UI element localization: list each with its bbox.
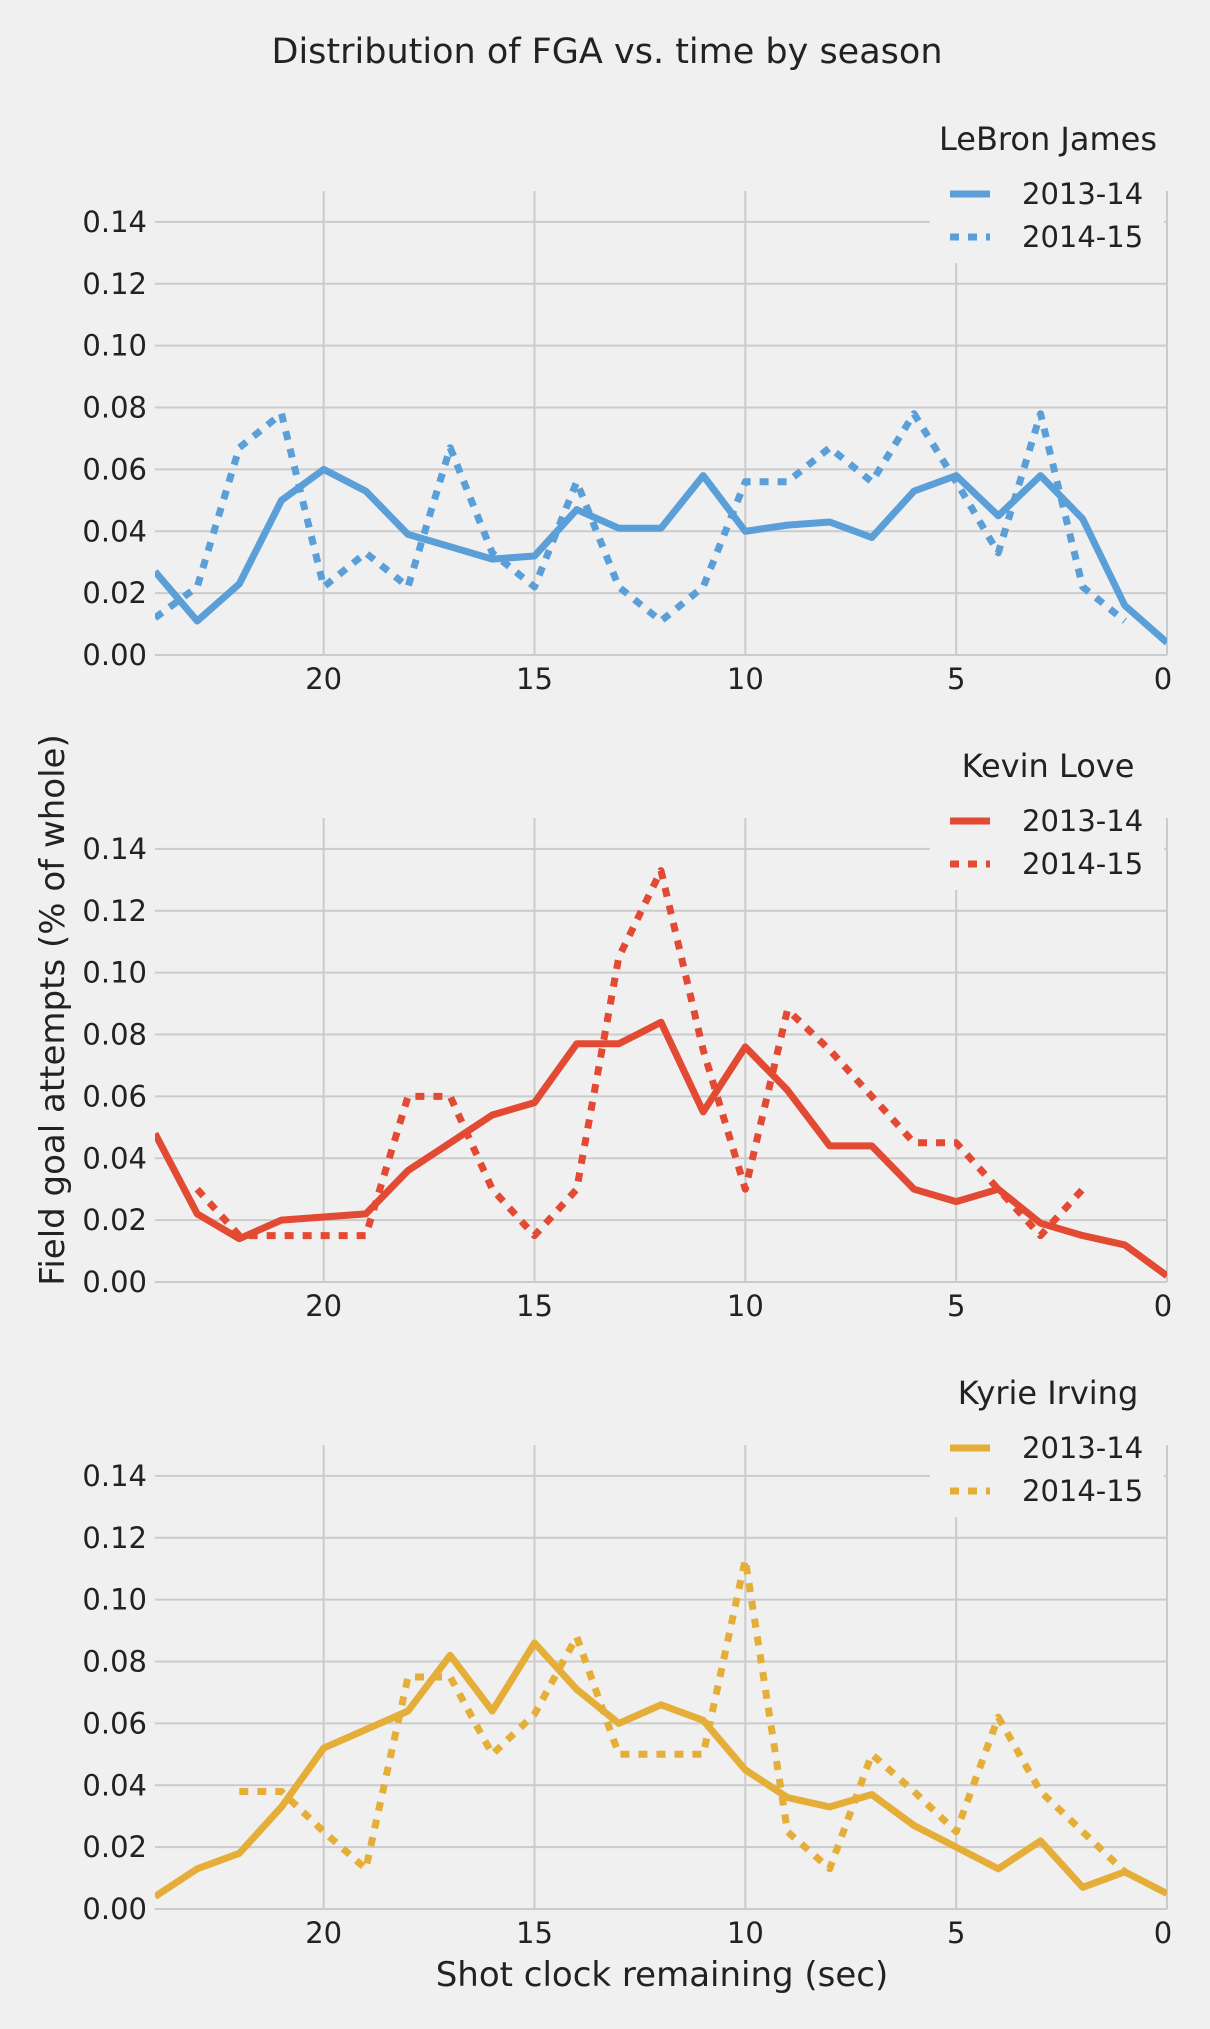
y-tick-label: 0.10	[82, 956, 147, 990]
x-tick-label: 15	[516, 1289, 553, 1323]
legend-background	[930, 1419, 1164, 1517]
y-axis-label: Field goal attempts (% of whole)	[33, 734, 73, 1285]
figure-title: Distribution of FGA vs. time by season	[272, 32, 943, 72]
y-tick-label: 0.00	[82, 1892, 147, 1926]
y-tick-label: 0.00	[82, 638, 147, 672]
series-line-2013-14	[155, 1639, 1167, 1900]
x-axis-label: Shot clock remaining (sec)	[436, 1955, 889, 1995]
y-tick-label: 0.06	[82, 452, 147, 486]
y-tick-label: 0.04	[82, 1141, 147, 1175]
legend-background	[930, 165, 1164, 263]
panel-title: LeBron James	[939, 120, 1157, 158]
x-tick-label: 15	[516, 1916, 553, 1950]
y-tick-label: 0.14	[82, 205, 147, 239]
x-tick-label: 20	[305, 1289, 342, 1323]
x-tick-label: 20	[305, 1916, 342, 1950]
legend: 2013-14 2014-15	[930, 165, 1164, 263]
x-tick-label: 10	[727, 1916, 764, 1950]
y-tick-label: 0.10	[82, 1583, 147, 1617]
y-tick-label: 0.02	[82, 576, 147, 610]
legend-label: 2014-15	[1022, 847, 1143, 881]
legend-label: 2014-15	[1022, 1474, 1143, 1508]
y-tick-label: 0.06	[82, 1706, 147, 1740]
y-tick-label: 0.02	[82, 1830, 147, 1864]
x-tick-label: 5	[947, 662, 965, 696]
x-tick-label: 10	[727, 1289, 764, 1323]
panel-title: Kyrie Irving	[958, 1374, 1139, 1412]
y-tick-label: 0.04	[82, 514, 147, 548]
y-tick-label: 0.08	[82, 391, 147, 425]
legend: 2013-14 2014-15	[930, 792, 1164, 890]
series-line-2014-15	[155, 410, 1128, 625]
legend: 2013-14 2014-15	[930, 1419, 1164, 1517]
series-line-2014-15	[239, 1556, 1128, 1875]
y-tick-label: 0.06	[82, 1079, 147, 1113]
y-tick-label: 0.08	[82, 1018, 147, 1052]
y-tick-label: 0.08	[82, 1645, 147, 1679]
legend-label: 2013-14	[1022, 1431, 1143, 1465]
legend-label: 2013-14	[1022, 804, 1143, 838]
y-tick-label: 0.10	[82, 329, 147, 363]
chart-panel-3: 0.00 0.02 0.04 0.06 0.08 0.10 0.12 0.14 20 15 10 5 0…	[82, 1374, 1172, 1950]
series-line-2013-14	[155, 465, 1167, 646]
legend-label: 2013-14	[1022, 177, 1143, 211]
y-tick-label: 0.12	[82, 1521, 147, 1555]
x-tick-label: 0	[1154, 1916, 1172, 1950]
y-tick-label: 0.12	[82, 267, 147, 301]
x-tick-label: 0	[1154, 1289, 1172, 1323]
y-tick-label: 0.12	[82, 894, 147, 928]
y-tick-label: 0.14	[82, 832, 147, 866]
chart-panels: 0.00 0.02 0.04 0.06 0.08 0.10 0.12 0.14 20 15 10 5 0…	[82, 120, 1172, 1950]
y-tick-label: 0.04	[82, 1768, 147, 1802]
y-tick-label: 0.14	[82, 1459, 147, 1493]
x-tick-label: 15	[516, 662, 553, 696]
chart-panel-2: 0.00 0.02 0.04 0.06 0.08 0.10 0.12 0.14 20 15 10 5 0…	[82, 747, 1172, 1323]
legend-label: 2014-15	[1022, 220, 1143, 254]
x-tick-label: 0	[1154, 662, 1172, 696]
y-tick-label: 0.00	[82, 1265, 147, 1299]
panel-title: Kevin Love	[962, 747, 1135, 785]
x-tick-label: 5	[947, 1289, 965, 1323]
chart-panel-1: 0.00 0.02 0.04 0.06 0.08 0.10 0.12 0.14 20 15 10 5 0…	[82, 120, 1172, 696]
x-tick-label: 10	[727, 662, 764, 696]
x-tick-label: 5	[947, 1916, 965, 1950]
y-tick-label: 0.02	[82, 1203, 147, 1237]
series-line-2013-14	[155, 1018, 1167, 1279]
series-line-2014-15	[194, 867, 1086, 1240]
legend-background	[930, 792, 1164, 890]
x-tick-label: 20	[305, 662, 342, 696]
